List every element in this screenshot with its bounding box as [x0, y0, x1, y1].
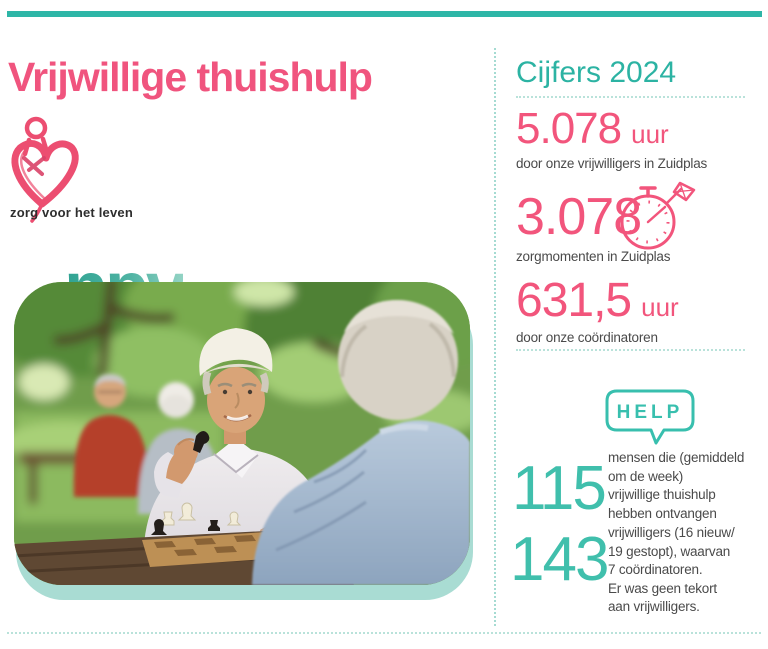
top-accent-bar	[7, 11, 762, 17]
column-divider	[494, 48, 496, 626]
stat-caption: door onze coördinatoren	[516, 330, 658, 346]
photo-illustration	[14, 282, 470, 585]
count-people-helped-caption: mensen die (gemiddeld om de week) vrijwi…	[608, 449, 744, 523]
count-volunteers-caption: vrijwilligers (16 nieuw/ 19 gestopt), wa…	[608, 524, 735, 617]
stat-caption: zorgmomenten in Zuidplas	[516, 248, 671, 264]
caption-line: vrijwillige thuishulp	[608, 487, 716, 502]
caption-line: Er was geen tekort	[608, 580, 717, 596]
section-divider	[516, 349, 745, 351]
stat-caption: door onze vrijwilligers in Zuidplas	[516, 156, 708, 172]
count-people-helped: 115	[512, 454, 607, 523]
caption-line: mensen die (gemiddeld	[608, 450, 745, 465]
stat-hours-coordinators: 631,5 uur door onze coördinatoren	[516, 274, 756, 346]
caption-line: 7 coördinatoren.	[608, 562, 703, 577]
help-speech-bubble-icon: HELP	[605, 389, 695, 445]
stat-care-moments: 3.078 zorgmomenten in Zuidplas	[516, 190, 756, 264]
help-badge-label: HELP	[617, 402, 684, 423]
caption-line: om de week)	[608, 468, 684, 484]
caption-line: aan vrijwilligers.	[608, 599, 700, 614]
stat-unit: uur	[641, 292, 679, 322]
page-title: Vrijwillige thuishulp	[8, 54, 373, 100]
heart-person-icon	[11, 116, 79, 223]
stat-value: 631,5	[516, 274, 632, 327]
stat-unit: uur	[631, 119, 669, 149]
bottom-divider	[7, 632, 761, 634]
npv-logo: npv zorg voor het leven	[6, 116, 236, 324]
photo-elderly-men-playing-chess	[14, 282, 470, 585]
caption-line: 19 gestopt), waarvan	[608, 543, 731, 559]
stopwatch-icon	[620, 181, 696, 250]
heading-divider	[516, 96, 745, 98]
stat-value: 5.078	[516, 104, 622, 153]
cijfers-heading: Cijfers 2024	[516, 56, 677, 89]
caption-line: hebben ontvangen	[608, 505, 717, 521]
count-volunteers: 143	[510, 525, 609, 594]
npv-tagline: zorg voor het leven	[10, 205, 133, 220]
stat-hours-volunteers: 5.078 uur door onze vrijwilligers in Zui…	[516, 104, 756, 172]
caption-line: vrijwilligers (16 nieuw/	[608, 525, 735, 540]
